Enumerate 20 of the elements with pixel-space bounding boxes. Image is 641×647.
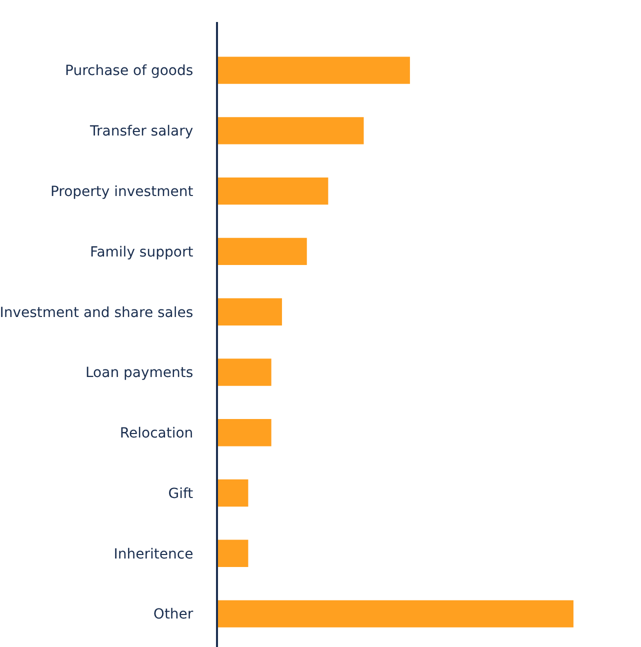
y-tick-label: Relocation	[120, 426, 194, 442]
y-tick-label: Gift	[168, 486, 194, 502]
bar	[218, 298, 282, 326]
bar	[218, 479, 248, 507]
y-tick-label: Purchase of goods	[65, 63, 194, 80]
y-tick-label: Property investment	[50, 184, 194, 200]
bar	[218, 419, 272, 446]
bar	[218, 117, 364, 144]
y-tick-label: Transfer salary	[89, 124, 194, 140]
bar	[218, 238, 307, 266]
bar	[218, 600, 574, 628]
y-tick-label: Inheritence	[114, 546, 194, 562]
bar	[218, 358, 272, 386]
y-tick-label: Investment and share sales	[0, 304, 194, 321]
bar	[218, 56, 410, 84]
y-tick-label: Loan payments	[86, 365, 194, 382]
y-tick-label: Other	[153, 606, 194, 623]
bar	[218, 540, 248, 567]
bar	[218, 178, 328, 205]
y-tick-label: Family support	[90, 244, 194, 260]
